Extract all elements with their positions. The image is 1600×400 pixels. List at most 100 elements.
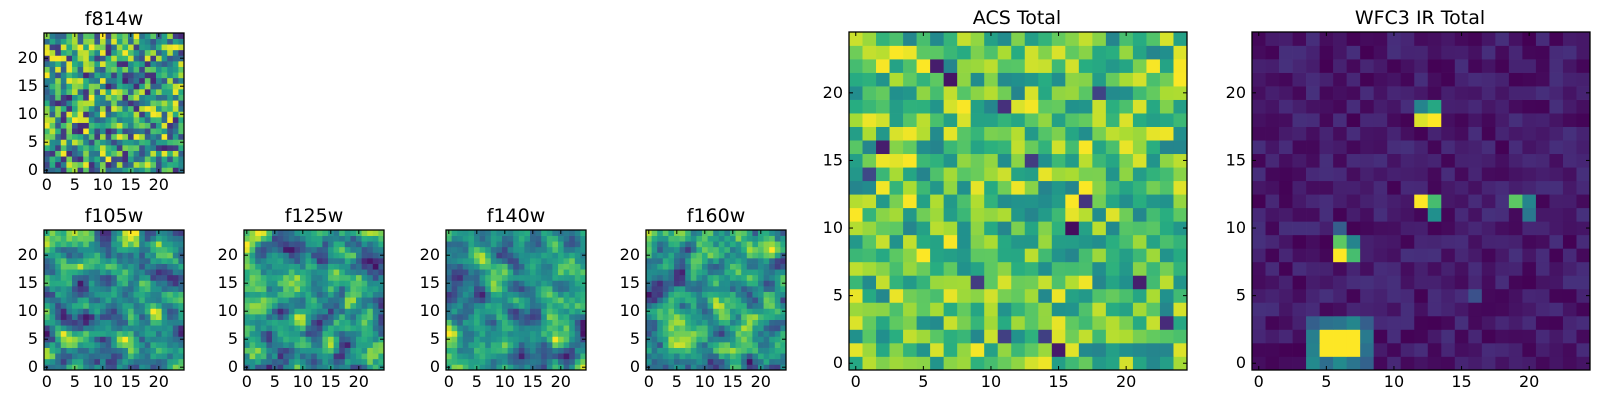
heatmap-cell xyxy=(502,336,508,343)
heatmap-cell xyxy=(574,358,581,365)
heatmap-cell xyxy=(116,128,123,135)
heatmap-cell xyxy=(490,230,497,236)
heatmap-cell xyxy=(780,291,787,298)
heatmap-cell xyxy=(305,252,312,259)
heatmap-cell xyxy=(763,291,770,298)
heatmap-cell xyxy=(116,252,123,259)
heatmap-cell xyxy=(161,150,168,157)
heatmap-cell xyxy=(105,72,112,79)
heatmap-cell xyxy=(541,347,548,354)
heatmap-cell xyxy=(1119,45,1134,60)
heatmap-cell xyxy=(502,342,508,348)
heatmap-cell xyxy=(1265,261,1280,276)
heatmap-cell xyxy=(300,302,306,309)
heatmap-cell xyxy=(156,252,162,259)
heatmap-cell xyxy=(735,286,742,292)
heatmap-cell xyxy=(1454,99,1469,114)
heatmap-cell xyxy=(741,258,748,264)
heatmap-cell xyxy=(1159,248,1174,263)
heatmap-cell xyxy=(758,353,764,360)
heatmap-cell xyxy=(657,297,664,304)
heatmap-cell xyxy=(277,325,284,332)
heatmap-cell xyxy=(1078,99,1093,114)
heatmap-cell xyxy=(707,308,714,315)
heatmap-cell xyxy=(77,319,84,326)
heatmap-cell xyxy=(707,291,714,298)
x-tick-label: 15 xyxy=(1451,372,1471,391)
heatmap-cell xyxy=(178,291,185,298)
heatmap-cell xyxy=(696,358,703,365)
heatmap-cell xyxy=(696,302,703,309)
heatmap-cell xyxy=(156,258,162,264)
heatmap-cell xyxy=(249,314,256,320)
heatmap-cell xyxy=(668,235,675,242)
heatmap-cell xyxy=(849,234,863,249)
y-tick-label: 5 xyxy=(1236,286,1246,305)
heatmap-cell xyxy=(889,59,904,73)
heatmap-cell xyxy=(569,235,576,242)
heatmap-cell xyxy=(752,358,759,365)
heatmap-cell xyxy=(849,261,863,276)
heatmap-cell xyxy=(1346,72,1361,87)
heatmap-cell xyxy=(1333,72,1347,87)
heatmap-cell xyxy=(72,330,78,337)
heatmap-cell xyxy=(558,358,564,365)
heatmap-cell xyxy=(1306,126,1320,141)
heatmap-cell xyxy=(997,59,1012,73)
heatmap-cell xyxy=(569,297,576,304)
heatmap-cell xyxy=(60,94,67,101)
heatmap-cell xyxy=(1092,59,1107,73)
heatmap-cell xyxy=(730,325,736,332)
heatmap-cell xyxy=(702,269,708,276)
heatmap-cell xyxy=(66,364,73,371)
heatmap-cell xyxy=(178,342,185,348)
heatmap-cell xyxy=(288,235,295,242)
heatmap-cell xyxy=(984,126,999,141)
heatmap-cell xyxy=(328,235,334,242)
heatmap-cell xyxy=(361,274,368,281)
heatmap-cell xyxy=(1292,59,1307,73)
heatmap-cell xyxy=(1132,194,1147,209)
heatmap-cell xyxy=(55,77,62,84)
heatmap-cell xyxy=(1024,315,1039,330)
heatmap-cell xyxy=(1051,59,1066,73)
x-tick-label: 20 xyxy=(149,372,169,391)
heatmap-cell xyxy=(1481,234,1496,249)
heatmap-cell xyxy=(94,308,101,315)
heatmap-cell xyxy=(150,241,157,248)
heatmap-cell xyxy=(116,122,123,129)
y-tick-label: 5 xyxy=(630,329,640,348)
heatmap-cell xyxy=(651,336,658,343)
heatmap-cell xyxy=(713,246,720,253)
heatmap-cell xyxy=(111,161,118,168)
heatmap-cell xyxy=(1373,329,1388,344)
heatmap-cell xyxy=(266,336,273,343)
heatmap-cell xyxy=(916,99,931,114)
heatmap-cell xyxy=(72,94,78,101)
heatmap-cell xyxy=(361,308,368,315)
heatmap-cell xyxy=(139,33,146,39)
heatmap-cell xyxy=(485,258,492,264)
heatmap-cell xyxy=(88,89,95,95)
heatmap-cell xyxy=(574,336,581,343)
heatmap-cell xyxy=(116,49,123,56)
heatmap-cell xyxy=(690,286,697,292)
heatmap-cell xyxy=(294,263,301,270)
heatmap-cell xyxy=(272,297,278,304)
heatmap-cell xyxy=(507,358,514,365)
heatmap-cell xyxy=(172,302,179,309)
heatmap-cell xyxy=(970,275,985,290)
heatmap-cell xyxy=(524,280,531,287)
heatmap-cell xyxy=(133,347,140,354)
heatmap-cell xyxy=(513,308,520,315)
heatmap-cell xyxy=(889,356,904,371)
heatmap-cell xyxy=(60,122,67,129)
heatmap-cell xyxy=(1078,248,1093,263)
heatmap-cell xyxy=(657,319,664,326)
heatmap-cell xyxy=(970,72,985,87)
heatmap-cell xyxy=(679,347,686,354)
heatmap-cell xyxy=(294,258,301,264)
heatmap-cell xyxy=(288,280,295,287)
heatmap-cell xyxy=(1441,72,1456,87)
heatmap-cell xyxy=(344,314,351,320)
